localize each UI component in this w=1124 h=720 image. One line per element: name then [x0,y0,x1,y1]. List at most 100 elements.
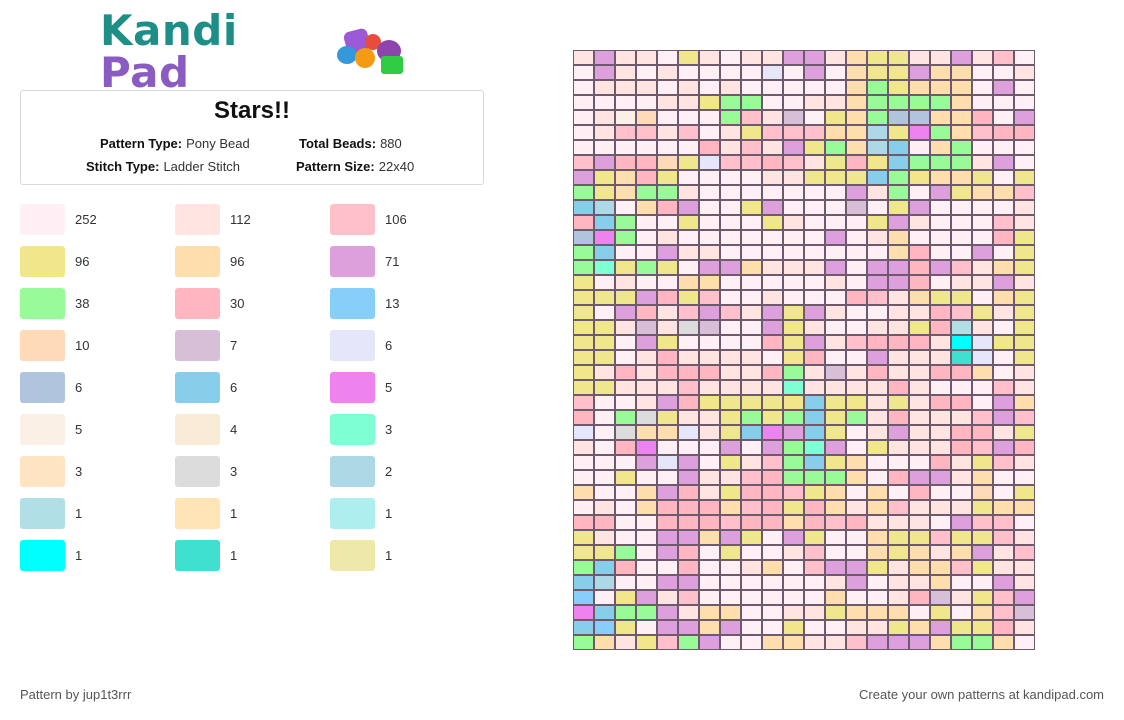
bead-cell [909,140,930,155]
bead-cell [741,515,762,530]
bead-cell [972,215,993,230]
bead-cell [573,380,594,395]
bead-cell [804,80,825,95]
legend-item: 1 [330,496,392,530]
bead-cell [783,185,804,200]
bead-cell [594,125,615,140]
bead-cell [972,455,993,470]
bead-cell [930,560,951,575]
bead-cell [762,200,783,215]
bead-cell [951,425,972,440]
bead-cell [867,125,888,140]
legend-item: 1 [175,496,237,530]
bead-cell [636,350,657,365]
bead-cell [699,515,720,530]
bead-cell [888,560,909,575]
bead-cell [615,455,636,470]
bead-cell [972,485,993,500]
bead-cell [804,290,825,305]
bead-cell [573,395,594,410]
bead-cell [888,335,909,350]
bead-cell [783,275,804,290]
bead-cell [657,395,678,410]
legend-item: 6 [20,370,82,404]
bead-cell [1014,380,1035,395]
bead-cell [783,140,804,155]
bead-count: 38 [75,295,90,311]
bead-cell [825,620,846,635]
bead-cell [930,200,951,215]
bead-count: 6 [385,337,393,353]
bead-count: 3 [75,463,83,479]
bead-cell [972,80,993,95]
bead-cell [678,275,699,290]
bead-cell [615,635,636,650]
bead-count: 3 [385,421,393,437]
bead-cell [720,530,741,545]
bead-cell [993,125,1014,140]
bead-cell [657,50,678,65]
bead-count: 71 [385,253,400,269]
bead-cell [657,590,678,605]
bead-cell [594,260,615,275]
bead-cell [1014,305,1035,320]
bead-cell [699,200,720,215]
bead-cell [615,380,636,395]
bead-cell [888,455,909,470]
kandipad-link[interactable]: Create your own patterns at kandipad.com [859,687,1104,702]
bead-cell [615,305,636,320]
bead-cell [594,350,615,365]
bead-cell [930,275,951,290]
bead-cell [888,65,909,80]
bead-cell [972,560,993,575]
bead-cell [573,260,594,275]
bead-cell [1014,65,1035,80]
bead-cell [804,185,825,200]
bead-cell [993,305,1014,320]
bead-cell [1014,605,1035,620]
color-swatch [175,329,220,361]
bead-cell [846,80,867,95]
bead-cell [783,410,804,425]
bead-cell [741,65,762,80]
bead-cell [846,365,867,380]
kandipad-logo[interactable]: Kandi Pad [100,10,410,94]
bead-cell [678,365,699,380]
bead-cell [783,200,804,215]
bead-cell [636,560,657,575]
bead-cell [825,260,846,275]
bead-cell [972,155,993,170]
pattern-info-card: Stars!! Pattern Type: Pony Bead Total Bea… [20,90,484,185]
bead-cell [909,125,930,140]
bead-cell [636,200,657,215]
logo-word-pad: Pad [100,48,190,97]
bead-cell [741,95,762,110]
bead-cell [678,155,699,170]
bead-cell [762,305,783,320]
bead-cell [741,230,762,245]
bead-cell [783,320,804,335]
bead-cell [615,125,636,140]
bead-cell [594,440,615,455]
bead-cell [783,620,804,635]
bead-cell [888,200,909,215]
bead-cell [573,455,594,470]
color-swatch [175,539,220,571]
bead-cell [825,290,846,305]
bead-cell [678,500,699,515]
bead-cell [615,545,636,560]
bead-cell [909,230,930,245]
bead-cell [594,455,615,470]
bead-cell [951,320,972,335]
bead-cell [909,515,930,530]
bead-cell [846,545,867,560]
bead-cell [615,215,636,230]
bead-cell [951,380,972,395]
color-swatch [330,455,375,487]
bead-cell [678,200,699,215]
bead-cell [909,215,930,230]
bead-count: 1 [385,547,393,563]
bead-cell [888,470,909,485]
bead-cell [867,575,888,590]
bead-cell [1014,260,1035,275]
